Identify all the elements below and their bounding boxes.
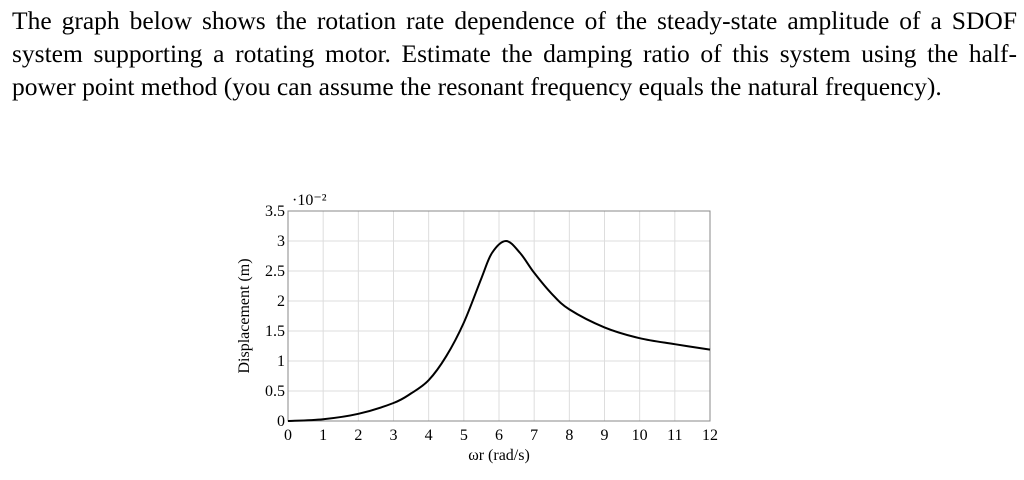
x-tick-label: 7 xyxy=(530,427,538,444)
x-tick-label: 4 xyxy=(425,427,433,444)
series-line xyxy=(287,239,711,422)
x-tick-label: 6 xyxy=(495,427,503,444)
x-tick-label: 12 xyxy=(702,427,718,444)
grid xyxy=(287,210,711,422)
x-tick-label: 1 xyxy=(319,427,327,444)
x-axis-label: ωr (rad/s) xyxy=(468,447,530,464)
y-axis-label: Displacement (m) xyxy=(236,258,253,373)
x-tick-label: 9 xyxy=(601,427,609,444)
y-tick-label: 2.5 xyxy=(265,263,285,280)
x-tick-label: 10 xyxy=(632,427,648,444)
x-tick-label: 0 xyxy=(284,427,292,444)
x-tick-label: 5 xyxy=(460,427,468,444)
x-tick-label: 8 xyxy=(565,427,573,444)
x-tick-label: 3 xyxy=(390,427,398,444)
plot-frame xyxy=(287,210,711,422)
y-tick-label: 2 xyxy=(277,293,285,310)
x-tick-label: 2 xyxy=(354,427,362,444)
y-tick-label: 1 xyxy=(277,353,285,370)
y-tick-label: 3.5 xyxy=(265,203,285,220)
y-tick-label: 3 xyxy=(277,233,285,250)
y-tick-label: 0 xyxy=(277,413,285,430)
y-tick-label: 1.5 xyxy=(265,323,285,340)
question-text: The graph below shows the rotation rate … xyxy=(12,6,1017,101)
y-tick-label: 0.5 xyxy=(265,383,285,400)
y-multiplier: ·10⁻² xyxy=(292,192,327,209)
x-tick-label: 11 xyxy=(667,427,682,444)
